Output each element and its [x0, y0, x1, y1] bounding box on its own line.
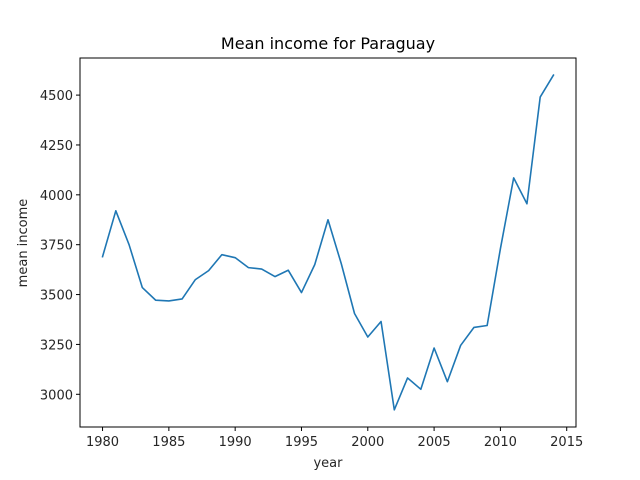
chart-title: Mean income for Paraguay — [221, 34, 435, 53]
x-tick-label: 1985 — [152, 435, 185, 450]
y-axis-label: mean income — [16, 199, 31, 288]
y-tick-label: 3500 — [40, 289, 73, 304]
x-tick-label: 2005 — [418, 435, 451, 450]
x-tick-label: 1990 — [219, 435, 252, 450]
y-axis: 3000 3250 3500 3750 4000 4250 4500 — [40, 89, 80, 403]
y-tick-label: 3250 — [40, 338, 73, 353]
x-tick-label: 1995 — [285, 435, 318, 450]
series-line — [101, 74, 555, 411]
y-tick-label: 4250 — [40, 139, 73, 154]
x-tick-label: 2015 — [550, 435, 583, 450]
x-tick-label: 1980 — [86, 435, 119, 450]
y-tick-label: 4000 — [40, 189, 73, 204]
x-axis-label: year — [313, 456, 343, 471]
x-tick-label: 2000 — [351, 435, 384, 450]
x-tick-label: 2010 — [484, 435, 517, 450]
y-tick-label: 3750 — [40, 239, 73, 254]
plot-frame — [79, 57, 577, 428]
x-axis: 1980 1985 1990 1995 2000 2005 2010 2015 — [86, 427, 583, 450]
y-tick-label: 3000 — [40, 388, 73, 403]
plot-area — [101, 74, 555, 411]
y-tick-label: 4500 — [40, 89, 73, 104]
